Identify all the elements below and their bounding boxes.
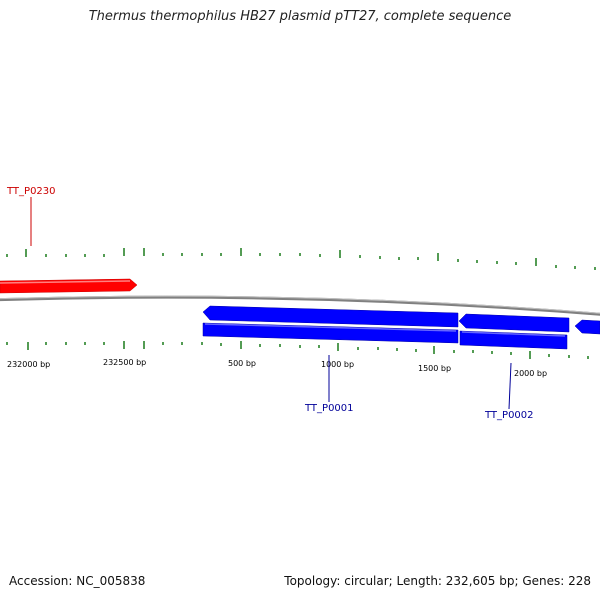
- scale-label: 2000 bp: [514, 369, 547, 378]
- lower-tick-row: [6, 341, 589, 359]
- gene-label-TT_P0002: TT_P0002: [484, 410, 534, 421]
- map-title: Thermus thermophilus HB27 plasmid pTT27,…: [88, 9, 512, 24]
- plasmid-backbone: [0, 295, 600, 316]
- gene-label-TT_P0230: TT_P0230: [6, 186, 56, 197]
- gene-label-leader: [508, 362, 512, 410]
- gene-highlight: [204, 323, 457, 332]
- gene-reverse-gene-4[interactable]: [458, 313, 570, 333]
- scale-label: 500 bp: [228, 359, 256, 368]
- scale-label: 1500 bp: [418, 364, 451, 373]
- gene-label-TT_P0001: TT_P0001: [304, 403, 354, 414]
- scale-label: 232000 bp: [7, 360, 50, 369]
- scale-label: 232500 bp: [103, 358, 146, 367]
- gene-highlight: [461, 331, 566, 337]
- plasmid-backbone-highlight: [0, 295, 600, 314]
- gene-TT_P0001[interactable]: [202, 322, 459, 344]
- upper-tick-row: [6, 248, 596, 270]
- scale-label: 1000 bp: [321, 360, 354, 369]
- topology-summary: Topology: circular; Length: 232,605 bp; …: [284, 574, 591, 588]
- gene-reverse-gene-3[interactable]: [202, 305, 459, 328]
- gene-highlight: [0, 280, 131, 284]
- accession-text: Accession: NC_005838: [9, 574, 146, 588]
- gene-reverse-partial[interactable]: [574, 319, 600, 335]
